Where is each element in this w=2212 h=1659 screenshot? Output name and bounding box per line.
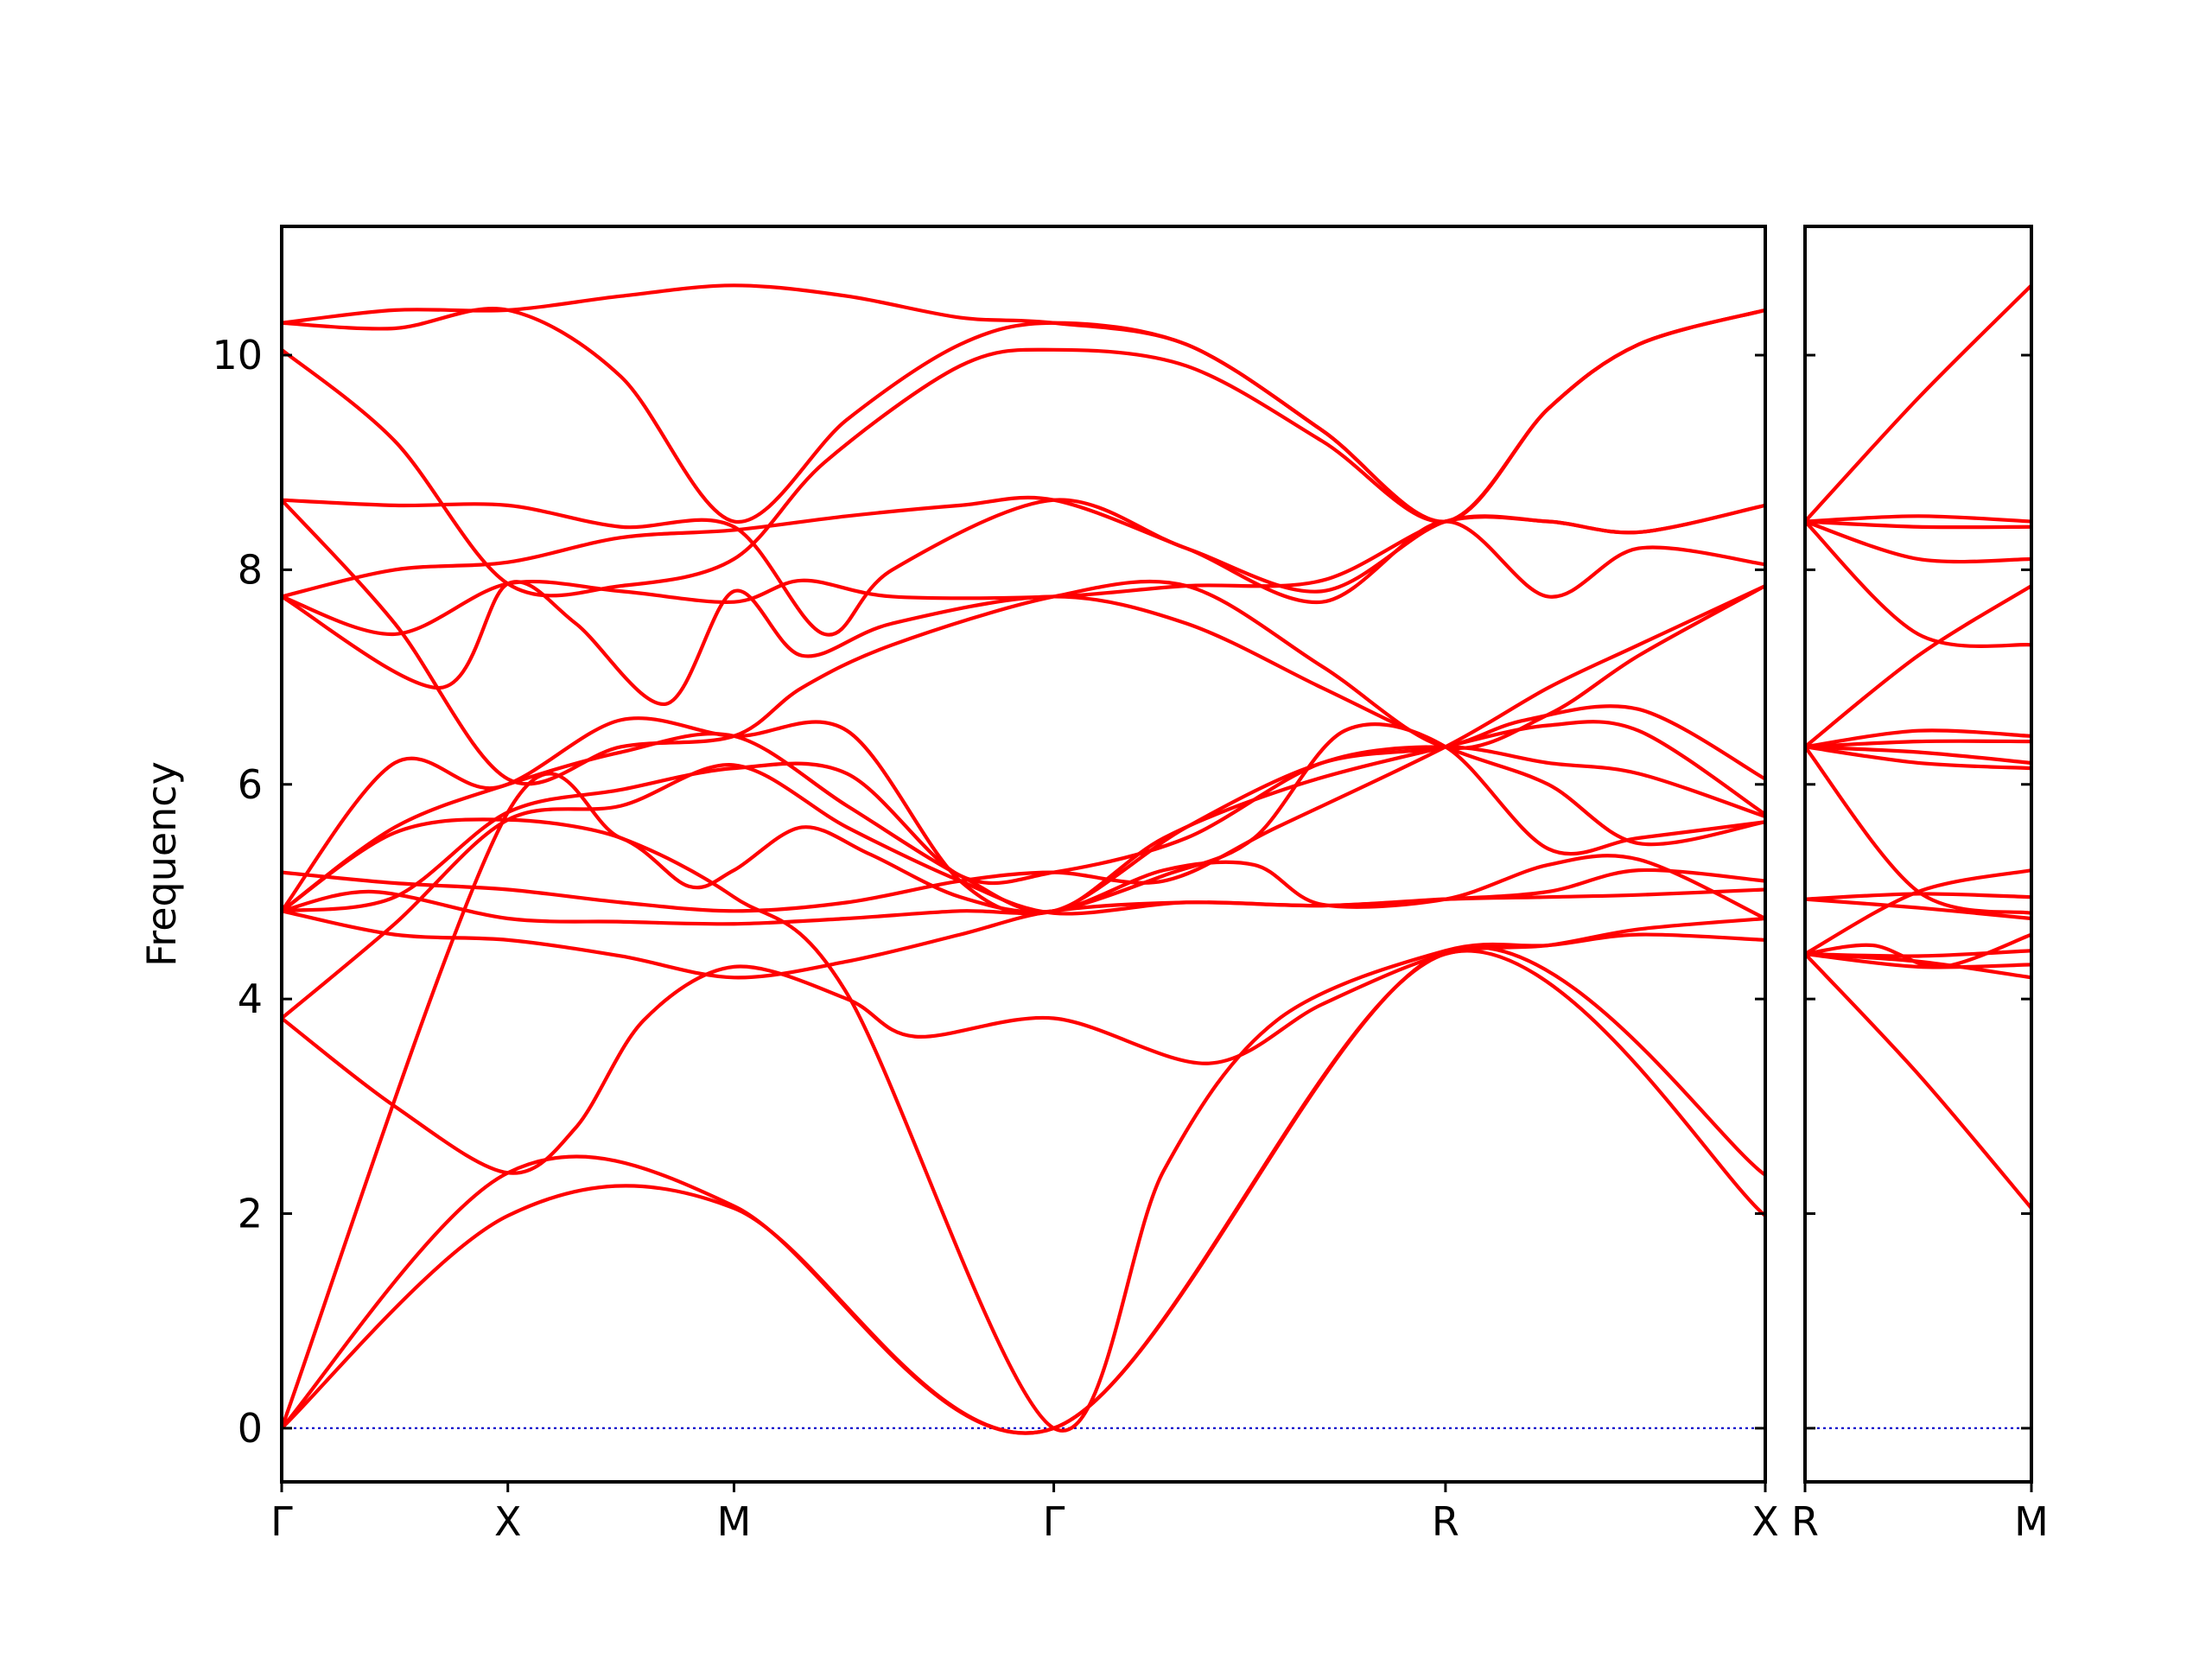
x-tick-label: X — [494, 1498, 522, 1545]
band-line-7 — [282, 817, 1765, 921]
band-line-18 — [282, 308, 1765, 598]
band-line-12 — [1805, 728, 2031, 749]
y-tick-label: 0 — [238, 1405, 263, 1452]
x-tick-label: R — [1432, 1498, 1459, 1545]
plot-frame — [280, 225, 1767, 1484]
y-tick-label: 10 — [212, 332, 263, 378]
band-line-16 — [1805, 519, 2031, 564]
band-line-20 — [282, 283, 1765, 524]
x-tick-label: M — [2014, 1498, 2049, 1545]
band-line-15 — [282, 495, 1765, 605]
band-line-11 — [282, 583, 1765, 913]
y-axis-label: Frequency — [138, 761, 185, 967]
band-line-13 — [282, 580, 1765, 847]
band-line-5 — [1805, 932, 2031, 969]
band-line-15 — [1805, 519, 2031, 649]
y-tick-label: 2 — [238, 1191, 263, 1237]
band-line-4 — [282, 916, 1765, 1175]
band-line-3 — [282, 772, 1765, 1433]
band-line-4 — [1805, 949, 2031, 958]
plot-frame — [1803, 225, 2033, 1484]
band-line-2 — [282, 944, 1765, 1435]
band-line-14 — [282, 498, 1765, 786]
band-line-8 — [1805, 892, 2031, 901]
band-line-19 — [1805, 283, 2031, 524]
y-tick-label: 8 — [238, 546, 263, 593]
x-tick-label: Γ — [270, 1498, 293, 1545]
band-line-7 — [1805, 897, 2031, 921]
y-tick-label: 6 — [238, 761, 263, 808]
y-tick-label: 4 — [238, 976, 263, 1022]
band-line-17 — [282, 503, 1765, 637]
x-tick-label: X — [1751, 1498, 1779, 1545]
band-line-10 — [282, 704, 1765, 916]
band-line-3 — [1805, 951, 2031, 969]
band-line-1 — [1805, 951, 2031, 1211]
band-group — [1805, 283, 2031, 1211]
band-line-9 — [1805, 745, 2031, 771]
x-tick-label: Γ — [1043, 1498, 1065, 1545]
band-group — [282, 283, 1765, 1435]
band-line-11 — [1805, 739, 2031, 749]
band-line-17 — [1805, 519, 2031, 530]
band-line-13 — [1805, 745, 2031, 915]
main-band-panel: 0 2 4 6 8 10 Γ X M Γ R X — [212, 225, 1779, 1545]
band-line-14 — [1805, 583, 2031, 749]
x-tick-label: M — [717, 1498, 752, 1545]
band-line-12 — [282, 745, 1765, 913]
band-line-18 — [1805, 514, 2031, 524]
x-tick-label: R — [1791, 1498, 1819, 1545]
band-line-6 — [282, 868, 1765, 980]
band-line-1 — [282, 949, 1765, 1435]
band-line-10 — [1805, 745, 2031, 766]
band-line-9 — [282, 720, 1765, 914]
